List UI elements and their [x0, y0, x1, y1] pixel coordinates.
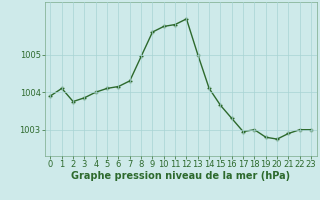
- X-axis label: Graphe pression niveau de la mer (hPa): Graphe pression niveau de la mer (hPa): [71, 171, 290, 181]
